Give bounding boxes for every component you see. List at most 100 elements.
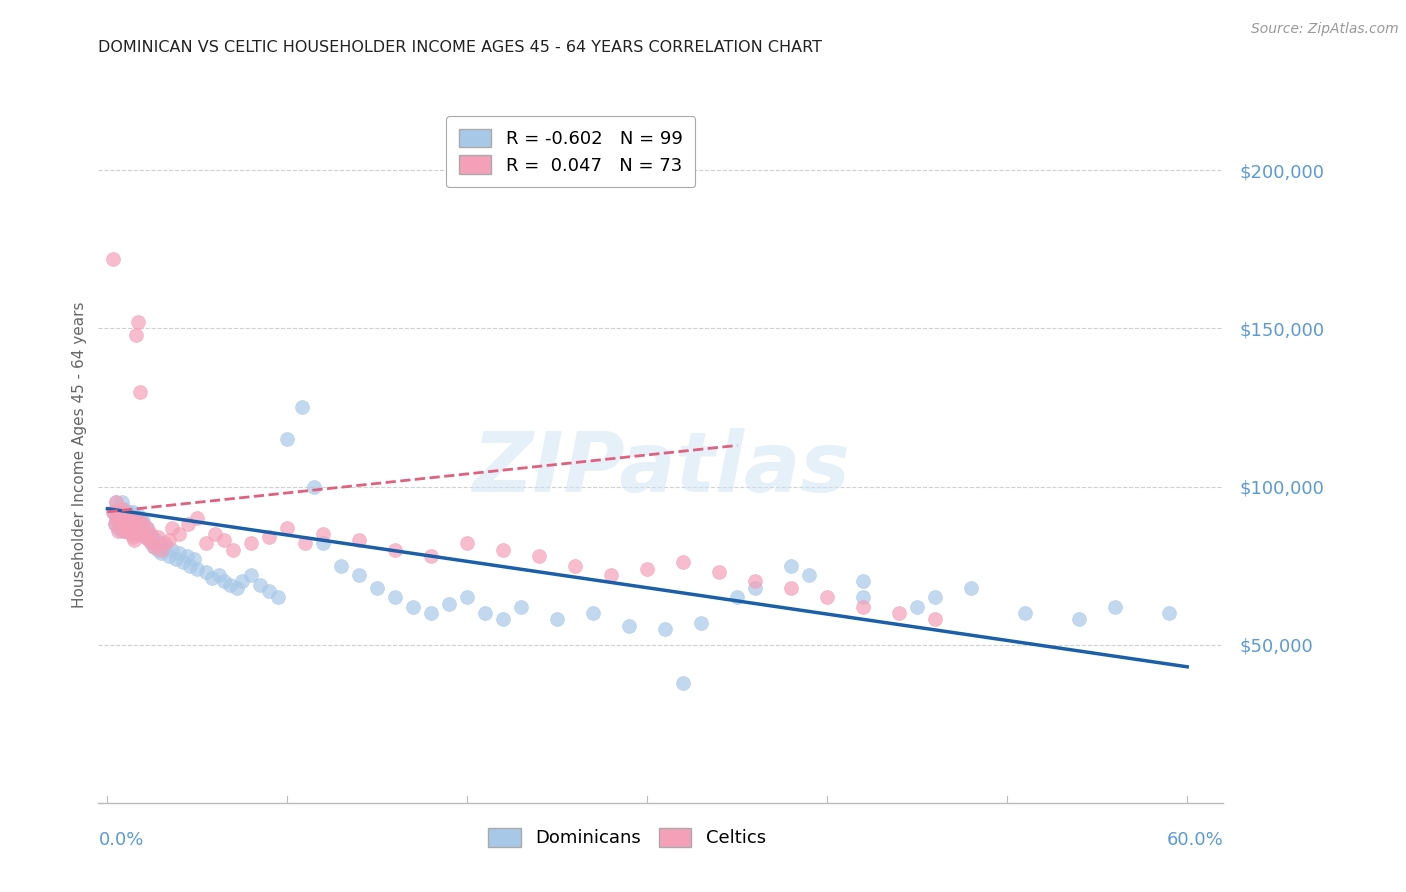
Point — [136, 521, 159, 535]
Point — [107, 524, 129, 538]
Point — [186, 511, 208, 525]
Point — [172, 556, 194, 570]
Point — [121, 505, 143, 519]
Point — [420, 606, 443, 620]
Point — [672, 675, 695, 690]
Point — [439, 597, 461, 611]
Point — [690, 615, 713, 630]
Point — [384, 591, 406, 605]
Point — [101, 505, 124, 519]
Point — [114, 524, 136, 538]
Point — [124, 511, 146, 525]
Point — [240, 568, 263, 582]
Legend: Dominicans, Celtics: Dominicans, Celtics — [479, 819, 775, 856]
Point — [132, 527, 155, 541]
Y-axis label: Householder Income Ages 45 - 64 years: Householder Income Ages 45 - 64 years — [72, 301, 87, 608]
Point — [294, 536, 316, 550]
Point — [124, 521, 146, 535]
Point — [124, 533, 146, 548]
Point — [111, 521, 134, 535]
Point — [259, 530, 281, 544]
Point — [510, 599, 533, 614]
Point — [111, 501, 134, 516]
Point — [312, 527, 335, 541]
Point — [222, 542, 245, 557]
Point — [107, 505, 129, 519]
Point — [267, 591, 290, 605]
Point — [108, 508, 131, 522]
Point — [114, 517, 136, 532]
Point — [125, 511, 148, 525]
Point — [1159, 606, 1181, 620]
Point — [108, 517, 131, 532]
Point — [141, 530, 163, 544]
Point — [134, 530, 156, 544]
Point — [366, 581, 388, 595]
Point — [330, 558, 353, 573]
Point — [709, 565, 731, 579]
Point — [304, 479, 326, 493]
Text: 60.0%: 60.0% — [1167, 830, 1223, 848]
Point — [105, 495, 128, 509]
Point — [138, 527, 160, 541]
Point — [150, 542, 173, 557]
Point — [195, 536, 218, 550]
Point — [121, 517, 143, 532]
Point — [136, 521, 159, 535]
Point — [138, 533, 160, 548]
Point — [384, 542, 406, 557]
Point — [600, 568, 623, 582]
Point — [153, 536, 176, 550]
Point — [115, 521, 138, 535]
Point — [420, 549, 443, 563]
Point — [924, 591, 946, 605]
Point — [104, 517, 127, 532]
Point — [128, 384, 150, 399]
Point — [160, 521, 183, 535]
Point — [582, 606, 605, 620]
Point — [146, 542, 169, 557]
Point — [118, 517, 141, 532]
Point — [214, 533, 236, 548]
Point — [127, 315, 149, 329]
Point — [208, 568, 231, 582]
Point — [114, 517, 136, 532]
Point — [474, 606, 496, 620]
Point — [889, 606, 911, 620]
Text: DOMINICAN VS CELTIC HOUSEHOLDER INCOME AGES 45 - 64 YEARS CORRELATION CHART: DOMINICAN VS CELTIC HOUSEHOLDER INCOME A… — [98, 40, 823, 55]
Point — [121, 517, 143, 532]
Point — [112, 505, 135, 519]
Point — [169, 546, 191, 560]
Point — [402, 599, 425, 614]
Point — [312, 536, 335, 550]
Point — [107, 521, 129, 535]
Point — [852, 591, 875, 605]
Point — [153, 540, 176, 554]
Point — [204, 527, 226, 541]
Point — [139, 527, 162, 541]
Point — [127, 508, 149, 522]
Point — [131, 517, 153, 532]
Point — [349, 568, 371, 582]
Point — [145, 533, 167, 548]
Point — [120, 527, 142, 541]
Point — [132, 517, 155, 532]
Point — [960, 581, 983, 595]
Point — [176, 549, 198, 563]
Point — [276, 432, 298, 446]
Point — [118, 524, 141, 538]
Point — [654, 622, 676, 636]
Point — [169, 527, 191, 541]
Point — [128, 514, 150, 528]
Point — [105, 511, 128, 525]
Point — [149, 536, 172, 550]
Point — [218, 577, 240, 591]
Point — [101, 252, 124, 266]
Point — [124, 521, 146, 535]
Point — [125, 527, 148, 541]
Point — [815, 591, 838, 605]
Point — [128, 511, 150, 525]
Point — [120, 524, 142, 538]
Point — [195, 565, 218, 579]
Point — [636, 562, 658, 576]
